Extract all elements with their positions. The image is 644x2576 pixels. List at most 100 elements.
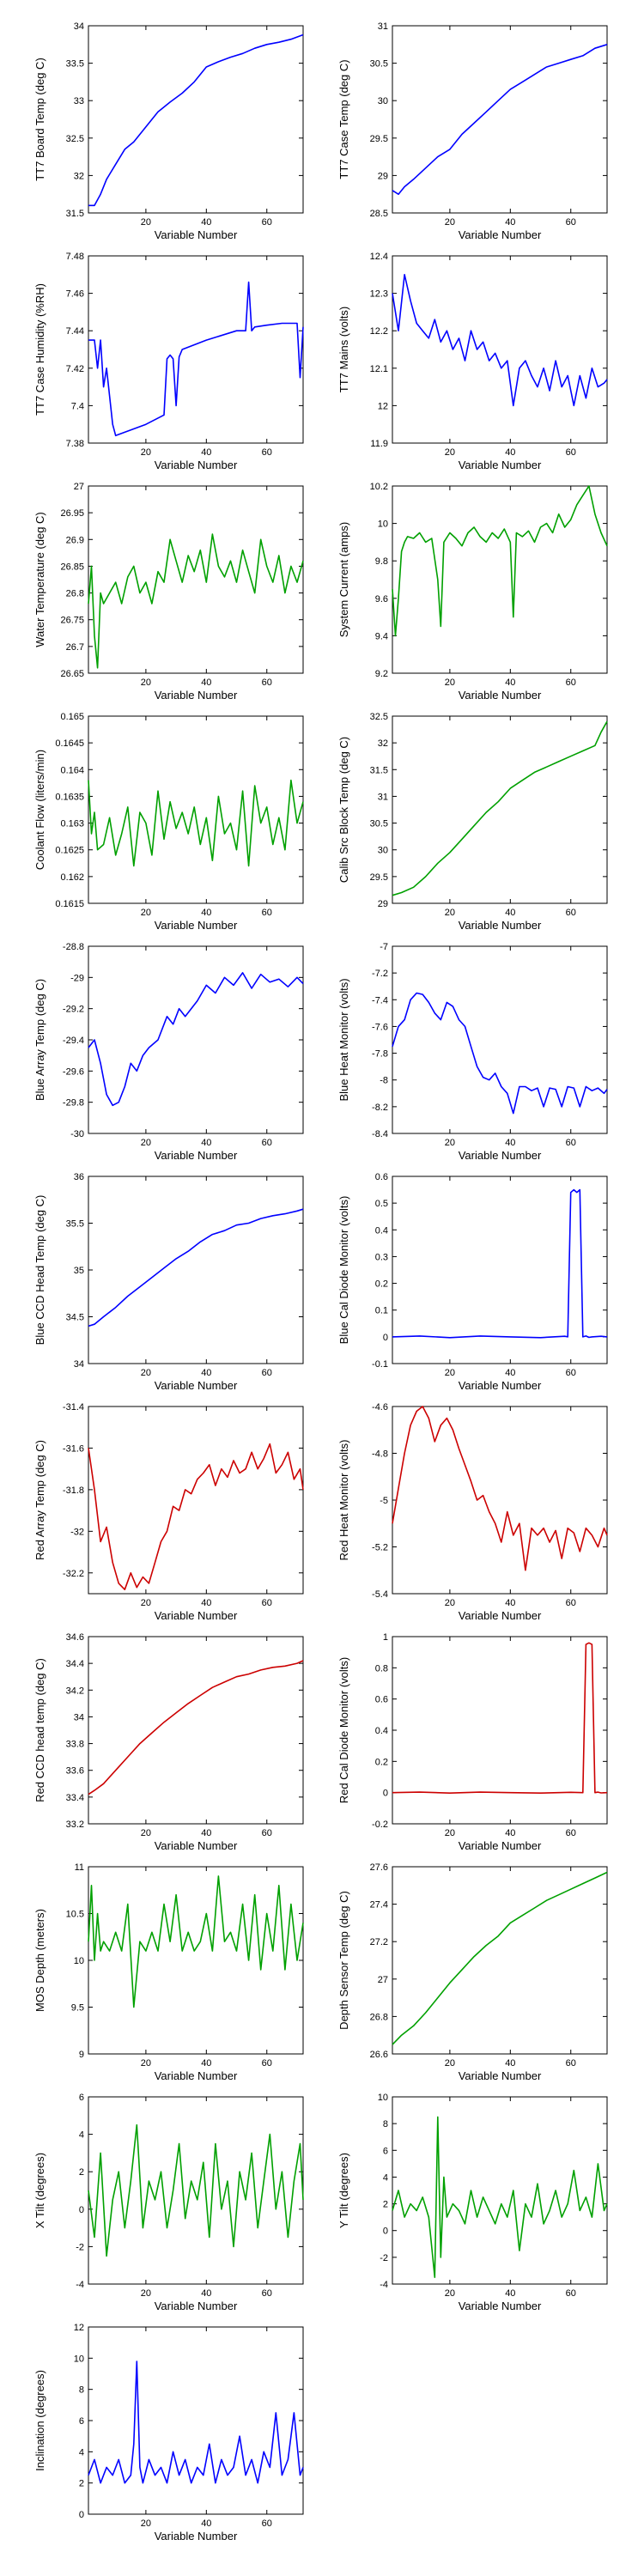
plot-area bbox=[88, 715, 304, 904]
y-tick-label: 12.3 bbox=[370, 289, 388, 300]
x-tick-label: 60 bbox=[262, 447, 272, 458]
x-axis-label: Variable Number bbox=[155, 1839, 238, 1852]
plot-area bbox=[392, 1406, 608, 1595]
y-tick-label: 33.4 bbox=[66, 1793, 84, 1803]
y-axis-label: Blue Heat Monitor (volts) bbox=[337, 978, 350, 1101]
y-tick-label: 33.2 bbox=[66, 1820, 84, 1830]
x-tick-label: 20 bbox=[141, 1598, 151, 1608]
y-axis-label: Blue CCD Head Temp (deg C) bbox=[33, 1195, 46, 1346]
x-tick-label: 60 bbox=[566, 1598, 576, 1608]
y-tick-label: 10.2 bbox=[370, 482, 388, 492]
x-axis-label: Variable Number bbox=[459, 1379, 542, 1392]
x-tick-label: 60 bbox=[566, 1138, 576, 1148]
y-tick-label: -5.4 bbox=[372, 1589, 388, 1600]
plot-area bbox=[88, 2326, 304, 2515]
y-tick-label: -0.2 bbox=[372, 1820, 388, 1830]
y-tick-label: 0.3 bbox=[375, 1252, 388, 1262]
x-tick-label: 20 bbox=[141, 2058, 151, 2069]
y-tick-label: 0 bbox=[383, 2227, 388, 2237]
y-tick-label: -29.4 bbox=[63, 1036, 84, 1046]
y-tick-label: 8 bbox=[79, 2385, 84, 2396]
series-line bbox=[88, 33, 304, 207]
x-tick-label: 40 bbox=[505, 1598, 515, 1608]
y-tick-label: -7.4 bbox=[372, 995, 388, 1005]
chart-21: 0 2 4 6 8 10 12 20 40 60 Variable Number Inclinatio… bbox=[33, 2323, 304, 2543]
y-tick-label: 11.9 bbox=[370, 439, 388, 449]
y-tick-label: 4 bbox=[79, 2447, 84, 2458]
y-tick-label: 32.5 bbox=[370, 712, 388, 722]
x-tick-label: 60 bbox=[566, 2288, 576, 2299]
plot-area bbox=[392, 1176, 608, 1364]
x-tick-label: 20 bbox=[141, 1828, 151, 1838]
y-tick-label: -8.4 bbox=[372, 1129, 388, 1139]
plot-area bbox=[88, 1176, 304, 1364]
y-tick-label: 35 bbox=[74, 1266, 84, 1276]
x-tick-label: 40 bbox=[505, 217, 515, 228]
x-tick-label: 60 bbox=[262, 1598, 272, 1608]
x-tick-label: 40 bbox=[201, 2288, 211, 2299]
x-tick-label: 20 bbox=[141, 677, 151, 688]
y-tick-label: -29 bbox=[70, 973, 84, 983]
series-line bbox=[88, 972, 304, 1107]
y-tick-label: 6 bbox=[383, 2146, 388, 2156]
y-tick-label: 0.163 bbox=[60, 819, 84, 829]
chart-19: -4 -2 0 2 4 6 20 40 60 Variable Number X Tilt (deg… bbox=[33, 2093, 304, 2312]
chart-17: 9 9.5 10 10.5 11 20 40 60 Variable Number MOS Dep… bbox=[33, 1862, 304, 2082]
plot-area bbox=[392, 255, 608, 444]
y-tick-label: 34 bbox=[74, 1712, 84, 1722]
x-tick-label: 60 bbox=[566, 908, 576, 918]
x-axis-label: Variable Number bbox=[459, 1609, 542, 1622]
y-tick-label: 0.164 bbox=[60, 765, 84, 775]
chart-9: -30 -29.8 -29.6 -29.4 -29.2 -29 -28.8 20 40 60 Var… bbox=[33, 942, 304, 1162]
y-tick-label: 34 bbox=[74, 21, 84, 32]
y-tick-label: 0.4 bbox=[375, 1225, 388, 1236]
x-tick-label: 60 bbox=[262, 217, 272, 228]
y-tick-label: 0.162 bbox=[60, 872, 84, 883]
x-tick-label: 60 bbox=[262, 1368, 272, 1378]
y-tick-label: -0.1 bbox=[372, 1359, 388, 1370]
x-axis-label: Variable Number bbox=[459, 1149, 542, 1162]
x-axis-label: Variable Number bbox=[459, 459, 542, 471]
y-tick-label: -8 bbox=[380, 1076, 388, 1086]
plot-area bbox=[392, 485, 608, 674]
x-tick-label: 20 bbox=[445, 1368, 455, 1378]
y-tick-label: 10.5 bbox=[66, 1910, 84, 1920]
y-axis-label: MOS Depth (meters) bbox=[33, 1909, 46, 2012]
y-tick-label: 10 bbox=[74, 2354, 84, 2364]
y-tick-label: -5.2 bbox=[372, 1543, 388, 1553]
x-tick-label: 20 bbox=[141, 1368, 151, 1378]
y-tick-label: 7.42 bbox=[66, 364, 84, 374]
x-axis-label: Variable Number bbox=[459, 228, 542, 241]
x-tick-label: 20 bbox=[141, 2288, 151, 2299]
y-tick-label: 0 bbox=[79, 2205, 84, 2215]
x-tick-label: 20 bbox=[445, 1828, 455, 1838]
chart-10: -8.4 -8.2 -8 -7.8 -7.6 -7.4 -7.2 -7 20 40 60 Variab… bbox=[337, 942, 608, 1162]
series-line bbox=[392, 1188, 608, 1339]
x-axis-label: Variable Number bbox=[155, 1149, 238, 1162]
y-tick-label: 32 bbox=[378, 738, 388, 749]
x-tick-label: 60 bbox=[566, 1828, 576, 1838]
x-tick-label: 20 bbox=[141, 2518, 151, 2529]
y-axis-label: X Tilt (degrees) bbox=[33, 2153, 46, 2228]
x-axis-label: Variable Number bbox=[155, 2069, 238, 2082]
x-tick-label: 20 bbox=[445, 447, 455, 458]
x-axis-label: Variable Number bbox=[155, 2300, 238, 2312]
y-tick-label: -32.2 bbox=[63, 1569, 84, 1579]
plot-area bbox=[88, 1406, 304, 1595]
y-tick-label: 34.4 bbox=[66, 1659, 84, 1669]
x-axis-label: Variable Number bbox=[155, 689, 238, 702]
y-axis-label: Y Tilt (degrees) bbox=[337, 2153, 350, 2228]
x-tick-label: 60 bbox=[262, 908, 272, 918]
y-tick-label: 11 bbox=[75, 1862, 84, 1873]
x-axis-label: Variable Number bbox=[459, 2069, 542, 2082]
y-tick-label: 10 bbox=[378, 2093, 388, 2103]
x-axis-label: Variable Number bbox=[155, 2530, 238, 2543]
y-axis-label: Red Cal Diode Monitor (volts) bbox=[337, 1657, 350, 1804]
y-tick-label: 31 bbox=[378, 792, 388, 802]
y-tick-label: 30.5 bbox=[370, 59, 388, 70]
series-line bbox=[88, 1875, 304, 2008]
y-tick-label: 0.165 bbox=[60, 712, 84, 722]
x-tick-label: 60 bbox=[262, 2518, 272, 2529]
y-tick-label: 2 bbox=[383, 2200, 388, 2210]
y-tick-label: 0.1 bbox=[375, 1306, 388, 1316]
